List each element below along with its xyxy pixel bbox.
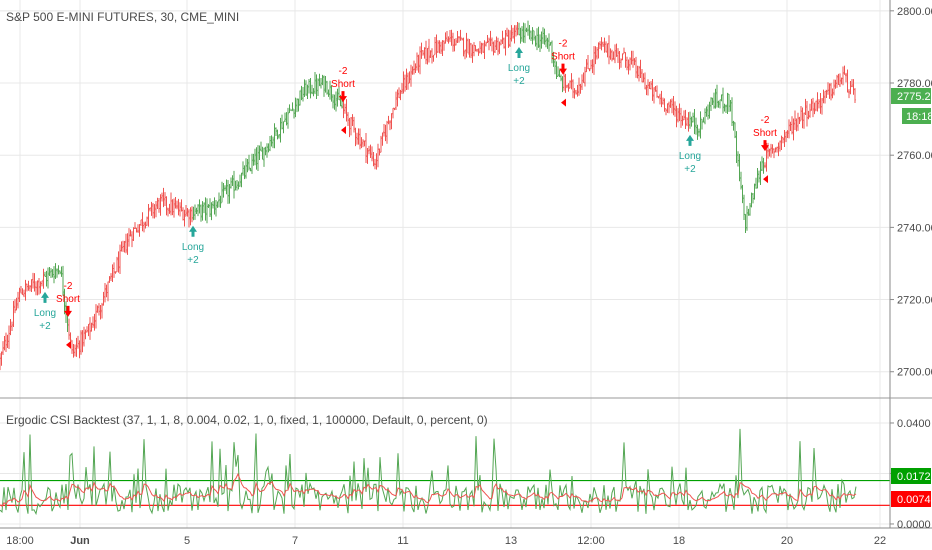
- time-tick-label: Jun: [70, 535, 90, 547]
- short-signal-qty: -2: [559, 39, 568, 50]
- long-arrow-icon: [41, 291, 49, 303]
- countdown-label: 18:18: [906, 111, 932, 123]
- price-tick-label: 2760.00: [897, 150, 932, 162]
- oscillator-tick-label: 0.0400: [897, 418, 931, 430]
- long-arrow-icon: [189, 225, 197, 237]
- oscillator-lines: [0, 428, 890, 516]
- oscillator-tick-label: 0.0000: [897, 519, 931, 531]
- long-signal-qty: +2: [187, 255, 199, 266]
- long-signal-label: Long: [34, 308, 56, 319]
- long-signal-label: Long: [679, 151, 701, 162]
- short-signal-label: Short: [551, 52, 575, 63]
- long-arrow-icon: [686, 134, 694, 146]
- short-arrow-icon: [339, 91, 347, 103]
- long-signal-qty: +2: [39, 321, 51, 332]
- x-axis-ticks: 18:00 Jun 5 7 11 13 12:00 18 20 22: [6, 535, 886, 547]
- time-tick-label: 7: [292, 535, 298, 547]
- oscillator-title: Ergodic CSI Backtest (37, 1, 1, 8, 0.004…: [6, 413, 488, 427]
- short-signal-label: Short: [753, 128, 777, 139]
- short-arrow-icon: [761, 140, 769, 152]
- time-tick-label: 13: [505, 535, 517, 547]
- time-tick-label: 22: [874, 535, 886, 547]
- time-tick-label: 18: [673, 535, 685, 547]
- time-tick-label: 12:00: [577, 535, 605, 547]
- long-signal-qty: +2: [684, 164, 696, 175]
- short-signal-qty: -2: [761, 115, 770, 126]
- time-tick-label: 20: [781, 535, 793, 547]
- exit-marker-icon: [341, 126, 346, 135]
- short-arrow-icon: [64, 305, 72, 317]
- short-signal-qty: -2: [339, 66, 348, 77]
- short-arrow-icon: [559, 63, 567, 75]
- trade-signals: Long +2 Short -2 Long +2 Short -2 Long +2 Short -2 L…: [34, 39, 777, 349]
- price-tick-label: 2720.00: [897, 295, 932, 307]
- long-arrow-icon: [515, 47, 523, 59]
- price-candles: [0, 20, 856, 371]
- upper-level-label: 0.0172: [897, 471, 931, 483]
- long-signal-label: Long: [182, 242, 204, 253]
- long-signal-label: Long: [508, 63, 530, 74]
- countdown-badge: [902, 108, 931, 124]
- long-signal-qty: +2: [513, 76, 525, 87]
- lower-level-label: 0.0074: [897, 494, 931, 506]
- price-tick-label: 2740.00: [897, 222, 932, 234]
- time-tick-label: 18:00: [6, 535, 34, 547]
- exit-marker-icon: [561, 98, 566, 107]
- price-tick-label: 2800.00: [897, 6, 932, 18]
- current-price-label: 2775.25: [897, 91, 932, 103]
- price-badges: 2775.25 18:18 0.0172 0.0074: [891, 88, 932, 507]
- grid: [0, 0, 890, 528]
- axes: [0, 0, 932, 529]
- exit-marker-icon: [66, 340, 71, 349]
- exit-marker-icon: [763, 175, 768, 184]
- short-signal-label: Short: [56, 294, 80, 305]
- short-signal-label: Short: [331, 79, 355, 90]
- price-tick-label: 2780.00: [897, 78, 932, 90]
- price-tick-label: 2700.00: [897, 367, 932, 379]
- short-signal-qty: -2: [64, 281, 73, 292]
- oscillator-line-signal: [0, 472, 857, 507]
- oscillator-line-fast: [0, 428, 857, 516]
- price-chart-title: S&P 500 E-MINI FUTURES, 30, CME_MINI: [6, 10, 239, 24]
- upper-level-badge: [891, 468, 931, 484]
- current-price-badge: [891, 88, 931, 104]
- time-tick-label: 5: [184, 535, 190, 547]
- time-tick-label: 11: [397, 535, 408, 547]
- lower-level-badge: [891, 491, 931, 507]
